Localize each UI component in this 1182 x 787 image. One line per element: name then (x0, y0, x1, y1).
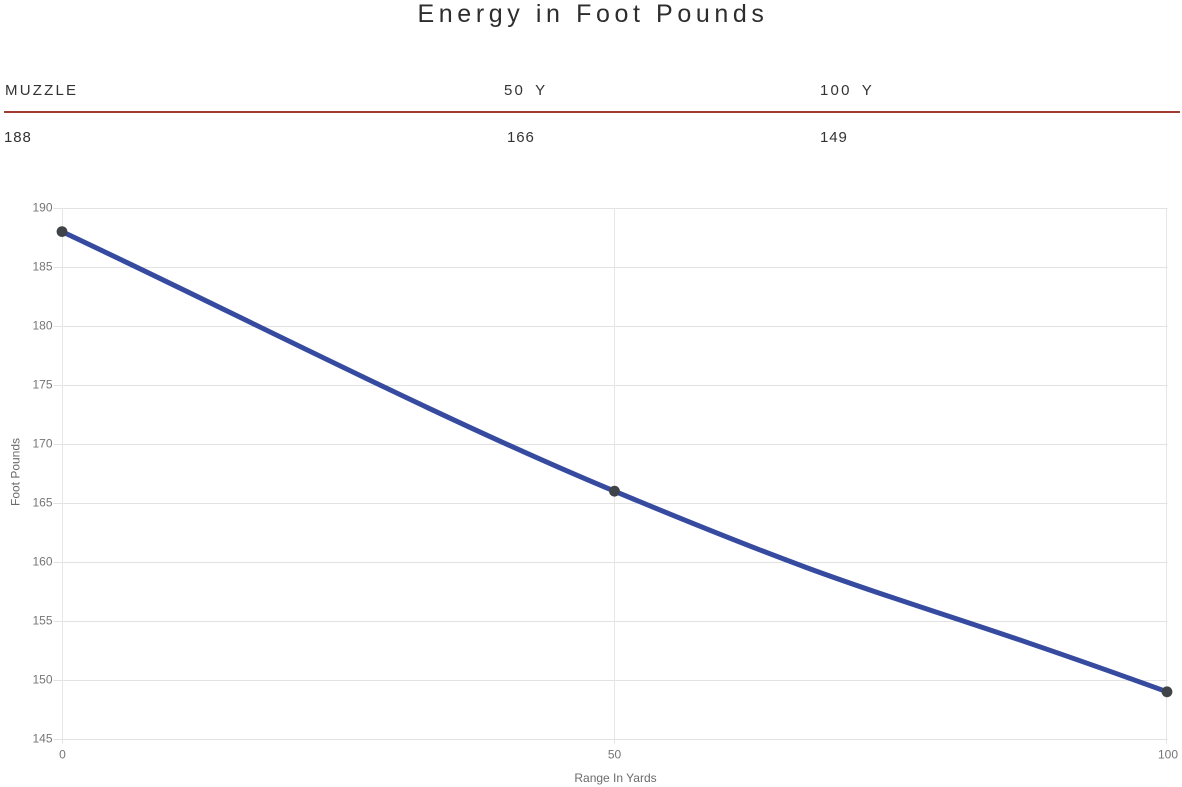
svg-text:150: 150 (32, 673, 52, 687)
svg-text:0: 0 (59, 748, 66, 762)
svg-text:180: 180 (32, 319, 52, 333)
svg-text:Range In Yards: Range In Yards (574, 771, 656, 785)
svg-text:100: 100 (1158, 748, 1178, 762)
svg-text:175: 175 (32, 378, 52, 392)
svg-text:190: 190 (32, 201, 52, 215)
svg-text:Foot Pounds: Foot Pounds (9, 438, 23, 506)
svg-text:155: 155 (32, 614, 52, 628)
svg-text:170: 170 (32, 437, 52, 451)
svg-text:160: 160 (32, 555, 52, 569)
svg-text:185: 185 (32, 260, 52, 274)
svg-text:165: 165 (32, 496, 52, 510)
svg-text:145: 145 (32, 732, 52, 746)
svg-text:50: 50 (608, 748, 622, 762)
